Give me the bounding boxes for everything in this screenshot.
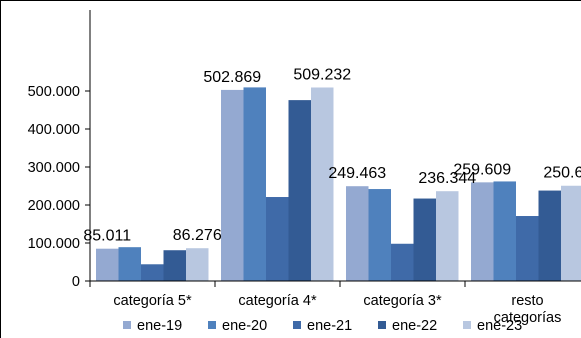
legend-swatch-ene-19 bbox=[123, 321, 131, 329]
x-category-label: categoría 5* bbox=[113, 293, 192, 309]
legend-swatch-ene-23 bbox=[463, 321, 471, 329]
y-tick-label: 200.000 bbox=[28, 198, 80, 214]
data-label: 236.344 bbox=[418, 170, 476, 187]
bar-ene-19-cat3 bbox=[471, 182, 494, 281]
data-label: 249.463 bbox=[328, 165, 386, 182]
x-category-label: categoría 4* bbox=[238, 293, 317, 309]
y-tick-label: 300.000 bbox=[28, 160, 80, 176]
data-label: 85.011 bbox=[83, 228, 131, 245]
data-label: 502.869 bbox=[203, 69, 261, 86]
bar-ene-23-cat3 bbox=[561, 185, 581, 281]
legend-swatch-ene-22 bbox=[378, 321, 386, 329]
data-label: 86.276 bbox=[173, 227, 222, 244]
bar-ene-19-cat1 bbox=[221, 89, 244, 281]
bar-ene-22-cat0 bbox=[163, 250, 186, 281]
data-label: 250.661 bbox=[543, 165, 581, 182]
bar-ene-19-cat0 bbox=[96, 248, 119, 281]
bar-ene-20-cat1 bbox=[243, 87, 266, 281]
legend-label: ene-21 bbox=[307, 318, 352, 334]
y-tick-label: 500.000 bbox=[28, 84, 80, 100]
data-label: 259.609 bbox=[453, 161, 511, 178]
bar-ene-21-cat0 bbox=[141, 264, 164, 281]
bar-ene-21-cat3 bbox=[516, 216, 539, 281]
bar-ene-21-cat1 bbox=[266, 197, 289, 281]
bar-ene-19-cat2 bbox=[346, 186, 369, 281]
bar-ene-22-cat2 bbox=[413, 198, 436, 281]
legend-label: ene-22 bbox=[392, 318, 437, 334]
x-category-label: resto bbox=[511, 293, 543, 309]
bar-ene-21-cat2 bbox=[391, 243, 414, 281]
bar-ene-23-cat0 bbox=[186, 248, 209, 281]
legend-label: ene-23 bbox=[477, 318, 522, 334]
data-label: 509.232 bbox=[293, 66, 351, 83]
x-category-label: categorías bbox=[494, 310, 562, 326]
legend-swatch-ene-20 bbox=[208, 321, 216, 329]
bar-ene-22-cat3 bbox=[538, 190, 561, 281]
bar-ene-23-cat1 bbox=[311, 87, 334, 281]
bar-ene-22-cat1 bbox=[288, 100, 311, 282]
bar-ene-20-cat3 bbox=[493, 181, 516, 281]
plot-area: 0 100.000 200.000 300.000 400.000 500.000 cate… bbox=[28, 10, 581, 326]
x-category-label: categoría 3* bbox=[363, 293, 442, 309]
legend-swatch-ene-21 bbox=[293, 321, 301, 329]
legend-label: ene-20 bbox=[222, 318, 267, 334]
legend: ene-19 ene-20 ene-21 ene-22 ene-23 bbox=[123, 318, 522, 334]
bar-ene-20-cat2 bbox=[368, 189, 391, 281]
legend-label: ene-19 bbox=[137, 318, 182, 334]
y-tick-label: 100.000 bbox=[28, 236, 80, 252]
y-tick-label: 400.000 bbox=[28, 122, 80, 138]
bar-ene-20-cat0 bbox=[118, 247, 141, 281]
y-tick-label: 0 bbox=[72, 274, 80, 290]
bar-ene-23-cat2 bbox=[436, 191, 459, 281]
